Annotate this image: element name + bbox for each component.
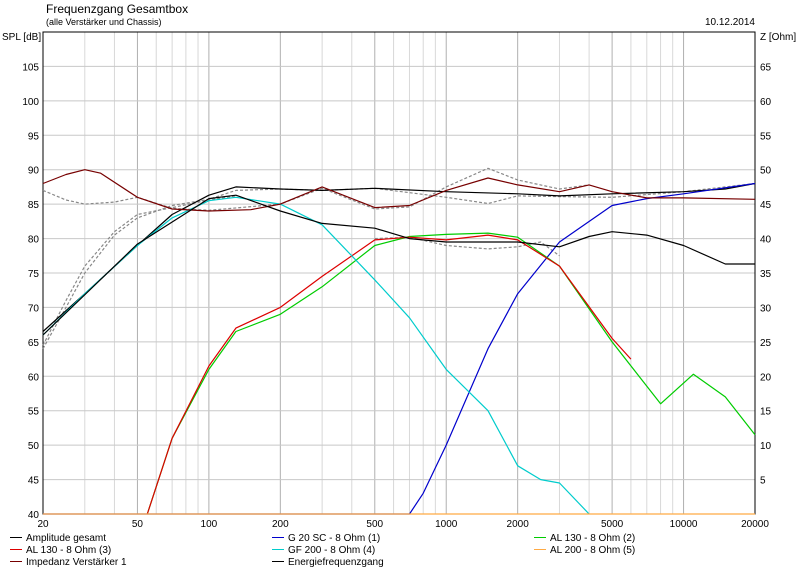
y-tick-label: 95 bbox=[28, 131, 40, 142]
legend: Amplitude gesamt G 20 SC - 8 Ohm (1) AL … bbox=[0, 530, 800, 571]
y-tick-label: 80 bbox=[28, 235, 40, 246]
y-axis-label-left: SPL [dB] bbox=[2, 32, 42, 43]
legend-swatch-energie bbox=[272, 560, 284, 562]
y2-tick-label: 40 bbox=[760, 235, 772, 246]
legend-swatch-g20 bbox=[272, 536, 284, 538]
x-tick-label: 5000 bbox=[601, 519, 624, 530]
chart-title: Frequenzgang Gesamtbox bbox=[46, 2, 189, 16]
y-tick-label: 50 bbox=[28, 441, 40, 452]
y2-tick-label: 25 bbox=[760, 338, 772, 349]
x-tick-label: 2000 bbox=[507, 519, 530, 530]
legend-item-amplitude: Amplitude gesamt bbox=[10, 533, 106, 545]
y2-tick-label: 45 bbox=[760, 200, 772, 211]
y-tick-label: 70 bbox=[28, 303, 40, 314]
y2-tick-label: 20 bbox=[760, 372, 772, 383]
x-tick-label: 50 bbox=[132, 519, 144, 530]
legend-item-impedanz: Impedanz Verstärker 1 bbox=[10, 557, 127, 569]
chart-date: 10.12.2014 bbox=[704, 17, 755, 28]
y2-tick-label: 65 bbox=[760, 62, 772, 73]
legend-label: AL 130 - 8 Ohm (3) bbox=[26, 545, 112, 556]
legend-swatch-amplitude bbox=[10, 536, 22, 538]
legend-swatch-impedanz bbox=[10, 560, 22, 562]
y-tick-label: 100 bbox=[22, 97, 39, 108]
legend-item-al130-2: AL 130 - 8 Ohm (2) bbox=[534, 533, 635, 545]
legend-item-al130-3: AL 130 - 8 Ohm (3) bbox=[10, 545, 111, 557]
series-line bbox=[42, 169, 756, 212]
series-line bbox=[42, 194, 755, 336]
y2-tick-label: 60 bbox=[760, 97, 772, 108]
legend-label: AL 200 - 8 Ohm (5) bbox=[550, 545, 636, 556]
legend-swatch-al200 bbox=[534, 548, 546, 550]
legend-label: G 20 SC - 8 Ohm (1) bbox=[288, 533, 381, 544]
legend-item-g20: G 20 SC - 8 Ohm (1) bbox=[272, 533, 380, 545]
y-tick-label: 90 bbox=[28, 166, 40, 177]
x-tick-label: 10000 bbox=[670, 519, 698, 530]
legend-label: AL 130 - 8 Ohm (2) bbox=[550, 533, 636, 544]
x-tick-label: 1000 bbox=[435, 519, 458, 530]
y-tick-label: 65 bbox=[28, 338, 40, 349]
series-line bbox=[42, 182, 756, 332]
y2-tick-label: 55 bbox=[760, 131, 772, 142]
y2-tick-label: 5 bbox=[760, 476, 766, 487]
y-axis-label-right: Z [Ohm] bbox=[760, 32, 797, 43]
y-tick-label: 55 bbox=[28, 407, 40, 418]
y-tick-label: 45 bbox=[28, 476, 40, 487]
series-line bbox=[146, 234, 632, 515]
y2-tick-label: 15 bbox=[760, 407, 772, 418]
legend-swatch-al130-3 bbox=[10, 548, 22, 550]
series-line bbox=[42, 196, 590, 515]
y-tick-label: 75 bbox=[28, 269, 40, 280]
series-line-dashed bbox=[42, 182, 756, 349]
x-tick-label: 100 bbox=[201, 519, 218, 530]
legend-item-al200: AL 200 - 8 Ohm (5) bbox=[534, 545, 635, 557]
series-line bbox=[146, 232, 756, 515]
y2-tick-label: 30 bbox=[760, 303, 772, 314]
y-tick-label: 105 bbox=[22, 62, 39, 73]
chart-subtitle: (alle Verstärker und Chassis) bbox=[46, 17, 162, 27]
legend-item-energie: Energiefrequenzgang bbox=[272, 557, 384, 569]
legend-label: Impedanz Verstärker 1 bbox=[26, 557, 127, 568]
y2-tick-label: 35 bbox=[760, 269, 772, 280]
y2-tick-label: 10 bbox=[760, 441, 772, 452]
series-line-dashed bbox=[42, 195, 236, 346]
y2-tick-label: 50 bbox=[760, 166, 772, 177]
x-tick-label: 20 bbox=[37, 519, 49, 530]
legend-item-gf200: GF 200 - 8 Ohm (4) bbox=[272, 545, 375, 557]
y-tick-label: 60 bbox=[28, 372, 40, 383]
y-tick-label: 85 bbox=[28, 200, 40, 211]
x-tick-label: 200 bbox=[272, 519, 289, 530]
series-line-dashed bbox=[42, 167, 590, 211]
frequency-response-chart: 40 45 50 55 60 65 70 75 80 85 90 95 100 105 5 10 15 20 25 3… bbox=[22, 31, 772, 530]
y-tick-label: 40 bbox=[28, 510, 40, 521]
legend-swatch-al130-2 bbox=[534, 536, 546, 538]
series-line-dashed bbox=[374, 236, 560, 257]
series-line bbox=[43, 182, 756, 515]
legend-swatch-gf200 bbox=[272, 548, 284, 550]
legend-label: Energiefrequenzgang bbox=[288, 557, 384, 568]
legend-label: GF 200 - 8 Ohm (4) bbox=[288, 545, 376, 556]
x-tick-label: 500 bbox=[366, 519, 383, 530]
legend-label: Amplitude gesamt bbox=[26, 533, 107, 544]
x-tick-label: 20000 bbox=[741, 519, 769, 530]
